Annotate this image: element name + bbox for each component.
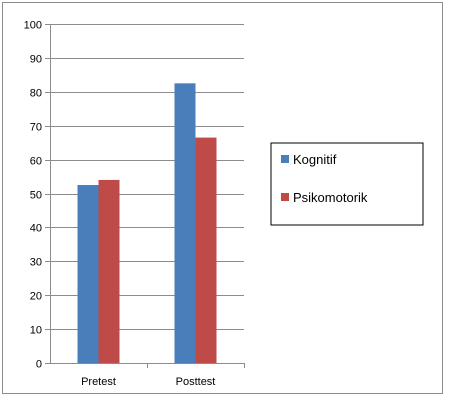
axes (45, 24, 245, 368)
bars (77, 83, 217, 363)
y-tick-label: 0 (36, 359, 42, 371)
y-tick-label: 100 (24, 20, 42, 32)
legend-label-psikomotorik: Psikomotorik (293, 190, 368, 205)
y-tick-label: 90 (30, 54, 42, 66)
y-tick-label: 60 (30, 156, 42, 168)
y-tick-label: 20 (30, 291, 42, 303)
y-tick-label: 40 (30, 223, 42, 235)
y-tick-label: 50 (30, 190, 42, 202)
y-tick-label: 80 (30, 88, 42, 100)
x-tick-labels: Pretest Posttest (81, 376, 215, 388)
legend-swatch-psikomotorik (281, 193, 289, 201)
y-tick-label: 70 (30, 122, 42, 134)
bar-psikomotorik-posttest (195, 137, 217, 363)
bar-kognitif-posttest (174, 83, 196, 363)
legend-label-kognitif: Kognitif (293, 152, 337, 167)
y-tick-label: 30 (30, 257, 42, 269)
legend: Kognitif Psikomotorik (270, 142, 424, 226)
x-tick-label: Pretest (81, 376, 116, 388)
bar-psikomotorik-pretest (98, 179, 120, 363)
x-tick-label: Posttest (176, 376, 216, 388)
y-tick-labels: 0 10 20 30 40 50 60 70 80 90 100 (24, 20, 42, 371)
legend-swatch-kognitif (281, 155, 289, 163)
y-tick-label: 10 (30, 325, 42, 337)
legend-box (270, 142, 424, 226)
bar-kognitif-pretest (77, 185, 99, 363)
